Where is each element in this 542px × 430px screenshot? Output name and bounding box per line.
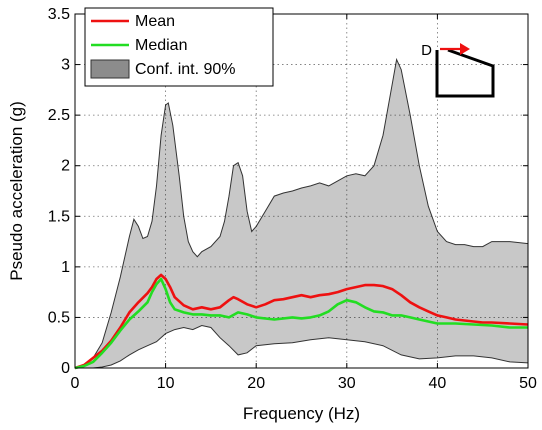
y-tick-label-6: 3 xyxy=(61,57,70,74)
legend-swatch-conf-int-90 xyxy=(90,59,130,79)
x-tick-label-4: 40 xyxy=(429,375,447,392)
x-tick-label-3: 30 xyxy=(338,375,356,392)
y-tick-label-7: 3.5 xyxy=(48,6,70,23)
x-tick-label-2: 20 xyxy=(247,375,265,392)
y-axis-label: Pseudo acceleration (g) xyxy=(7,101,26,281)
series-line-median xyxy=(74,277,528,370)
wall-outline xyxy=(435,48,495,98)
axes-frame xyxy=(74,13,529,369)
wall-diagram: D xyxy=(421,42,495,98)
confidence-band-upper-edge xyxy=(74,57,529,369)
confidence-band xyxy=(75,59,528,368)
x-tick-label-0: 0 xyxy=(71,375,80,392)
legend-label-mean: Mean xyxy=(135,13,175,30)
y-tick-label-5: 2.5 xyxy=(48,107,70,124)
y-tick-label-2: 1 xyxy=(61,259,70,276)
legend-label-median: Median xyxy=(135,37,187,54)
x-axis-label: Frequency (Hz) xyxy=(243,404,360,423)
y-tick-label-0: 0 xyxy=(61,360,70,377)
legend-label-conf-int-90: Conf. int. 90% xyxy=(135,61,236,78)
x-tick-label-1: 10 xyxy=(157,375,175,392)
series-line-mean xyxy=(74,273,529,370)
y-tick-label-3: 1.5 xyxy=(48,208,70,225)
confidence-band-lower-edge xyxy=(75,324,529,369)
force-arrow-head xyxy=(460,43,470,55)
y-tick-label-4: 2 xyxy=(61,158,70,175)
x-tick-label-5: 50 xyxy=(519,375,537,392)
plot-area xyxy=(74,14,529,370)
wall-label-d: D xyxy=(421,42,432,59)
legend: Mean Median Conf. int. 90% xyxy=(84,7,274,87)
y-tick-label-1: 0.5 xyxy=(48,309,70,326)
axes: 0 10 20 30 40 50 0 0.5 1 1.5 2 2.5 3 3.5 Frequency (Hz… xyxy=(7,6,537,423)
